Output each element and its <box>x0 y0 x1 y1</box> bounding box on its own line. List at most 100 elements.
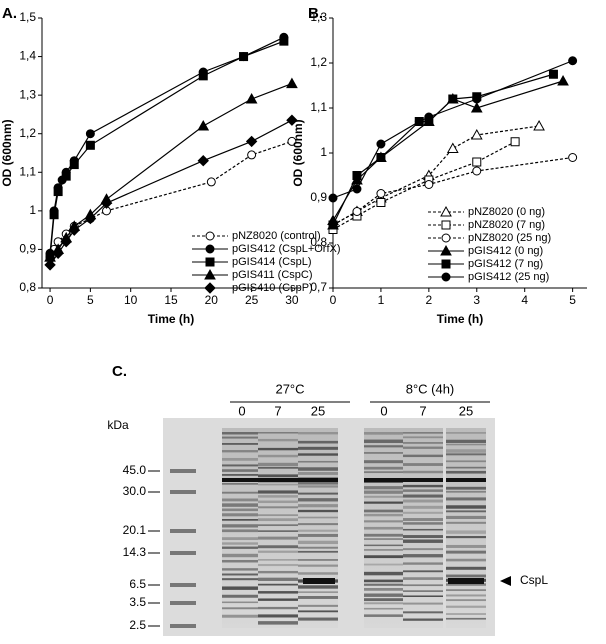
marker <box>205 231 215 241</box>
ladder-band <box>170 469 196 473</box>
band <box>298 509 338 513</box>
band <box>222 450 262 453</box>
band <box>298 472 338 475</box>
band <box>298 523 338 526</box>
band <box>298 617 338 621</box>
band <box>298 585 338 589</box>
band <box>222 443 262 445</box>
band <box>222 546 262 549</box>
band <box>403 535 443 538</box>
band <box>222 594 262 598</box>
band <box>364 432 404 435</box>
lane-label: 7 <box>274 403 281 418</box>
band <box>364 509 404 513</box>
legend-label: pGIS410 (CspP) <box>232 282 313 294</box>
band <box>298 432 338 435</box>
marker <box>286 77 298 89</box>
band <box>298 498 338 502</box>
legend-label: pNZ8020 (0 ng) <box>468 206 545 218</box>
legend-label: pGIS411 (CspC) <box>232 269 313 281</box>
marker <box>440 205 452 217</box>
band <box>298 453 338 456</box>
band <box>222 553 262 558</box>
marker <box>49 210 59 220</box>
band <box>364 571 404 576</box>
lane <box>258 428 298 628</box>
band <box>298 596 338 599</box>
band <box>222 503 262 507</box>
band <box>364 471 404 474</box>
band <box>258 621 298 625</box>
band <box>364 513 404 517</box>
band <box>258 559 298 561</box>
band <box>364 495 404 498</box>
lane-label: 25 <box>311 403 325 418</box>
marker <box>61 171 71 181</box>
band <box>298 481 338 485</box>
band <box>222 559 262 563</box>
band <box>446 566 486 570</box>
marker-label: 14.3 <box>123 545 147 559</box>
y-axis-title: OD (600nm) <box>291 119 305 186</box>
marker-label: 2.5 <box>129 618 146 632</box>
marker <box>448 94 458 104</box>
panel-label: C. <box>112 363 127 380</box>
y-tick-label: 1,2 <box>310 55 327 69</box>
marker <box>441 220 451 230</box>
band <box>446 466 486 469</box>
series-line <box>332 73 554 226</box>
band <box>446 544 486 548</box>
band <box>258 563 298 567</box>
marker <box>472 94 482 104</box>
band <box>258 518 298 522</box>
band <box>222 524 262 528</box>
y-tick-label: 1,1 <box>19 164 36 178</box>
band <box>403 436 443 439</box>
band <box>403 611 443 614</box>
marker <box>352 184 362 194</box>
band <box>446 510 486 513</box>
x-tick-label: 1 <box>378 293 385 307</box>
band <box>403 494 443 498</box>
marker <box>548 69 558 79</box>
y-tick-label: 1 <box>29 203 36 217</box>
band <box>222 482 262 485</box>
band <box>222 478 262 482</box>
band <box>446 478 486 482</box>
band <box>364 602 404 605</box>
marker-label: 20.1 <box>123 523 147 537</box>
lane-label: 0 <box>380 403 387 418</box>
band <box>446 505 486 509</box>
y-tick-label: 1,3 <box>19 87 36 101</box>
band <box>446 490 486 493</box>
band <box>222 537 262 541</box>
band <box>446 589 486 592</box>
band <box>403 548 443 551</box>
band <box>222 436 262 439</box>
band <box>446 599 486 602</box>
marker <box>247 150 257 160</box>
band <box>446 530 486 534</box>
band <box>258 545 298 549</box>
marker <box>440 244 452 256</box>
marker <box>205 244 215 254</box>
band <box>258 483 298 486</box>
band <box>364 460 404 464</box>
x-tick-label: 0 <box>47 293 54 307</box>
x-tick-label: 20 <box>205 293 219 307</box>
band <box>364 445 404 448</box>
marker <box>470 128 483 140</box>
marker <box>352 171 362 180</box>
band <box>446 521 486 524</box>
band <box>258 506 298 509</box>
band <box>446 574 486 578</box>
band <box>364 520 404 523</box>
ladder-band <box>170 601 196 605</box>
ladder-band <box>170 490 196 494</box>
band <box>298 516 338 519</box>
band <box>258 466 298 469</box>
band <box>446 594 486 597</box>
band <box>446 605 486 608</box>
marker <box>85 129 95 139</box>
group-label: 8°C (4h) <box>406 381 455 396</box>
